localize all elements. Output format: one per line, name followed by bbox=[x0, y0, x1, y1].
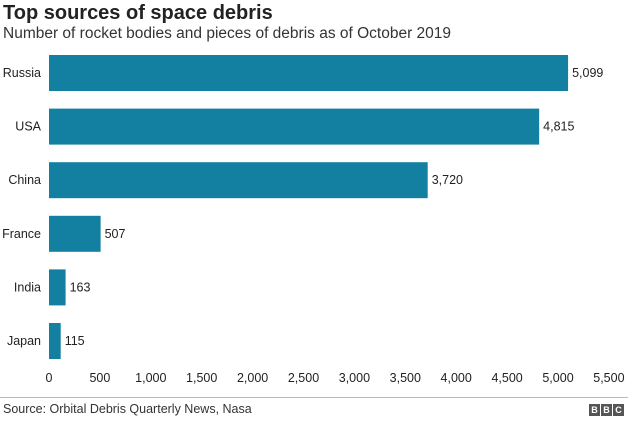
x-tick-label: 2,000 bbox=[237, 371, 268, 385]
value-label: 115 bbox=[65, 334, 85, 348]
category-label: China bbox=[8, 173, 41, 187]
category-label: India bbox=[14, 280, 41, 294]
bar-chart: Russia 5,099 USA 4,815 China 3,720 France 507 In… bbox=[2, 55, 625, 385]
value-label: 4,815 bbox=[543, 120, 574, 134]
source-note: Source: Orbital Debris Quarterly News, N… bbox=[3, 402, 252, 416]
divider bbox=[0, 397, 628, 398]
x-tick-label: 5,000 bbox=[542, 371, 573, 385]
category-label: France bbox=[2, 227, 41, 241]
bar-france bbox=[49, 215, 101, 252]
chart-subtitle: Number of rocket bodies and pieces of de… bbox=[3, 25, 452, 42]
value-label: 507 bbox=[105, 227, 126, 241]
x-tick-label: 4,000 bbox=[441, 371, 472, 385]
value-label: 3,720 bbox=[432, 173, 463, 187]
bar-usa bbox=[49, 108, 540, 145]
bar-india bbox=[49, 269, 66, 306]
x-tick-label: 1,000 bbox=[135, 371, 166, 385]
x-tick-label: 3,000 bbox=[339, 371, 370, 385]
bar-japan bbox=[49, 323, 61, 359]
chart-title: Top sources of space debris bbox=[3, 2, 273, 24]
bar-russia bbox=[49, 55, 569, 91]
x-tick-label: 2,500 bbox=[288, 371, 319, 385]
x-tick-label: 3,500 bbox=[390, 371, 421, 385]
category-label: Japan bbox=[7, 334, 41, 348]
value-label: 5,099 bbox=[572, 66, 603, 80]
bar-china bbox=[49, 162, 428, 199]
x-tick-label: 0 bbox=[46, 371, 53, 385]
x-tick-label: 4,500 bbox=[491, 371, 522, 385]
category-label: USA bbox=[15, 120, 41, 134]
value-label: 163 bbox=[70, 280, 91, 294]
x-tick-label: 500 bbox=[89, 371, 110, 385]
x-tick-label: 1,500 bbox=[186, 371, 217, 385]
x-tick-label: 5,500 bbox=[593, 371, 624, 385]
category-label: Russia bbox=[3, 66, 41, 80]
